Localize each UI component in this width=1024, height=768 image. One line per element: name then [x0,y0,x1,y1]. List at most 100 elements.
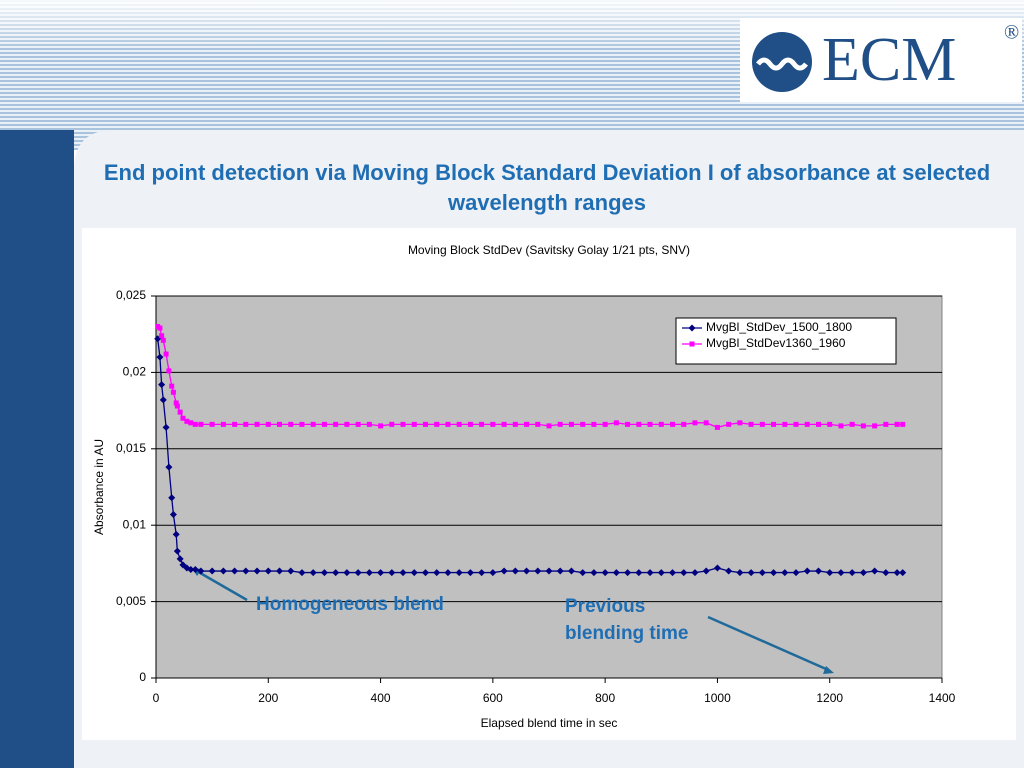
marker [759,421,765,427]
marker [355,421,361,427]
y-tick-label: 0,005 [116,594,146,608]
marker [489,569,497,577]
marker [524,421,530,427]
marker [546,423,552,429]
marker [188,420,194,426]
marker [602,421,608,427]
marker [378,423,384,429]
marker [837,569,845,577]
marker [838,423,844,429]
marker [169,383,175,389]
x-axis-label: Elapsed blend time in sec [481,716,618,730]
marker [713,564,721,572]
marker [703,420,709,426]
marker [209,421,215,427]
marker [545,567,553,575]
marker [900,421,906,427]
marker [184,418,190,424]
marker [399,569,407,577]
marker [433,569,441,577]
marker [366,421,372,427]
x-tick-label: 200 [258,691,278,705]
marker [827,421,833,427]
marker [725,567,733,575]
marker [636,421,642,427]
marker [826,569,834,577]
marker [176,555,184,563]
side-bar [0,130,74,768]
marker [192,421,198,427]
marker [191,566,199,574]
marker [736,569,744,577]
marker [804,421,810,427]
y-tick-label: 0,02 [123,365,147,379]
marker [422,421,428,427]
marker [162,423,170,431]
marker [726,421,732,427]
x-tick-label: 0 [153,691,160,705]
marker [421,569,429,577]
marker [173,547,181,555]
marker [456,421,462,427]
marker [377,569,385,577]
marker [691,569,699,577]
marker [445,421,451,427]
arrow [707,615,827,671]
marker [601,569,609,577]
marker [208,567,216,575]
marker [343,569,351,577]
marker [590,569,598,577]
marker [781,569,789,577]
marker [310,421,316,427]
marker [871,567,879,575]
marker [173,400,179,406]
marker [466,569,474,577]
marker [770,569,778,577]
marker [434,421,440,427]
marker [253,567,261,575]
marker [166,368,172,374]
marker [156,353,164,361]
marker [568,421,574,427]
legend-label: MvgBl_StdDev1360_1960 [706,336,846,350]
marker [612,569,620,577]
marker [321,421,327,427]
marker [254,421,260,427]
marker [635,569,643,577]
marker [793,421,799,427]
marker [523,567,531,575]
marker [580,421,586,427]
marker [714,424,720,430]
marker [899,569,907,577]
marker [187,566,195,574]
marker [657,569,665,577]
marker [354,569,362,577]
marker [232,421,238,427]
marker [647,421,653,427]
marker [758,569,766,577]
slide-title: End point detection via Moving Block Sta… [103,160,991,215]
x-tick-label: 400 [371,691,391,705]
marker [680,569,688,577]
marker [298,569,306,577]
marker [410,569,418,577]
marker [512,421,518,427]
marker [388,569,396,577]
marker [400,421,406,427]
marker [511,567,519,575]
y-tick-label: 0,01 [123,517,147,531]
marker [158,381,166,389]
marker [872,423,878,429]
marker [299,421,305,427]
legend-label: MvgBl_StdDev_1500_1800 [706,320,852,334]
marker [219,567,227,575]
marker [320,569,328,577]
marker [860,423,866,429]
y-tick-label: 0,015 [116,441,146,455]
marker [689,341,695,347]
marker [288,421,294,427]
y-tick-label: 0 [139,670,146,684]
marker [803,567,811,575]
annotation: Previous blending time [565,596,689,644]
